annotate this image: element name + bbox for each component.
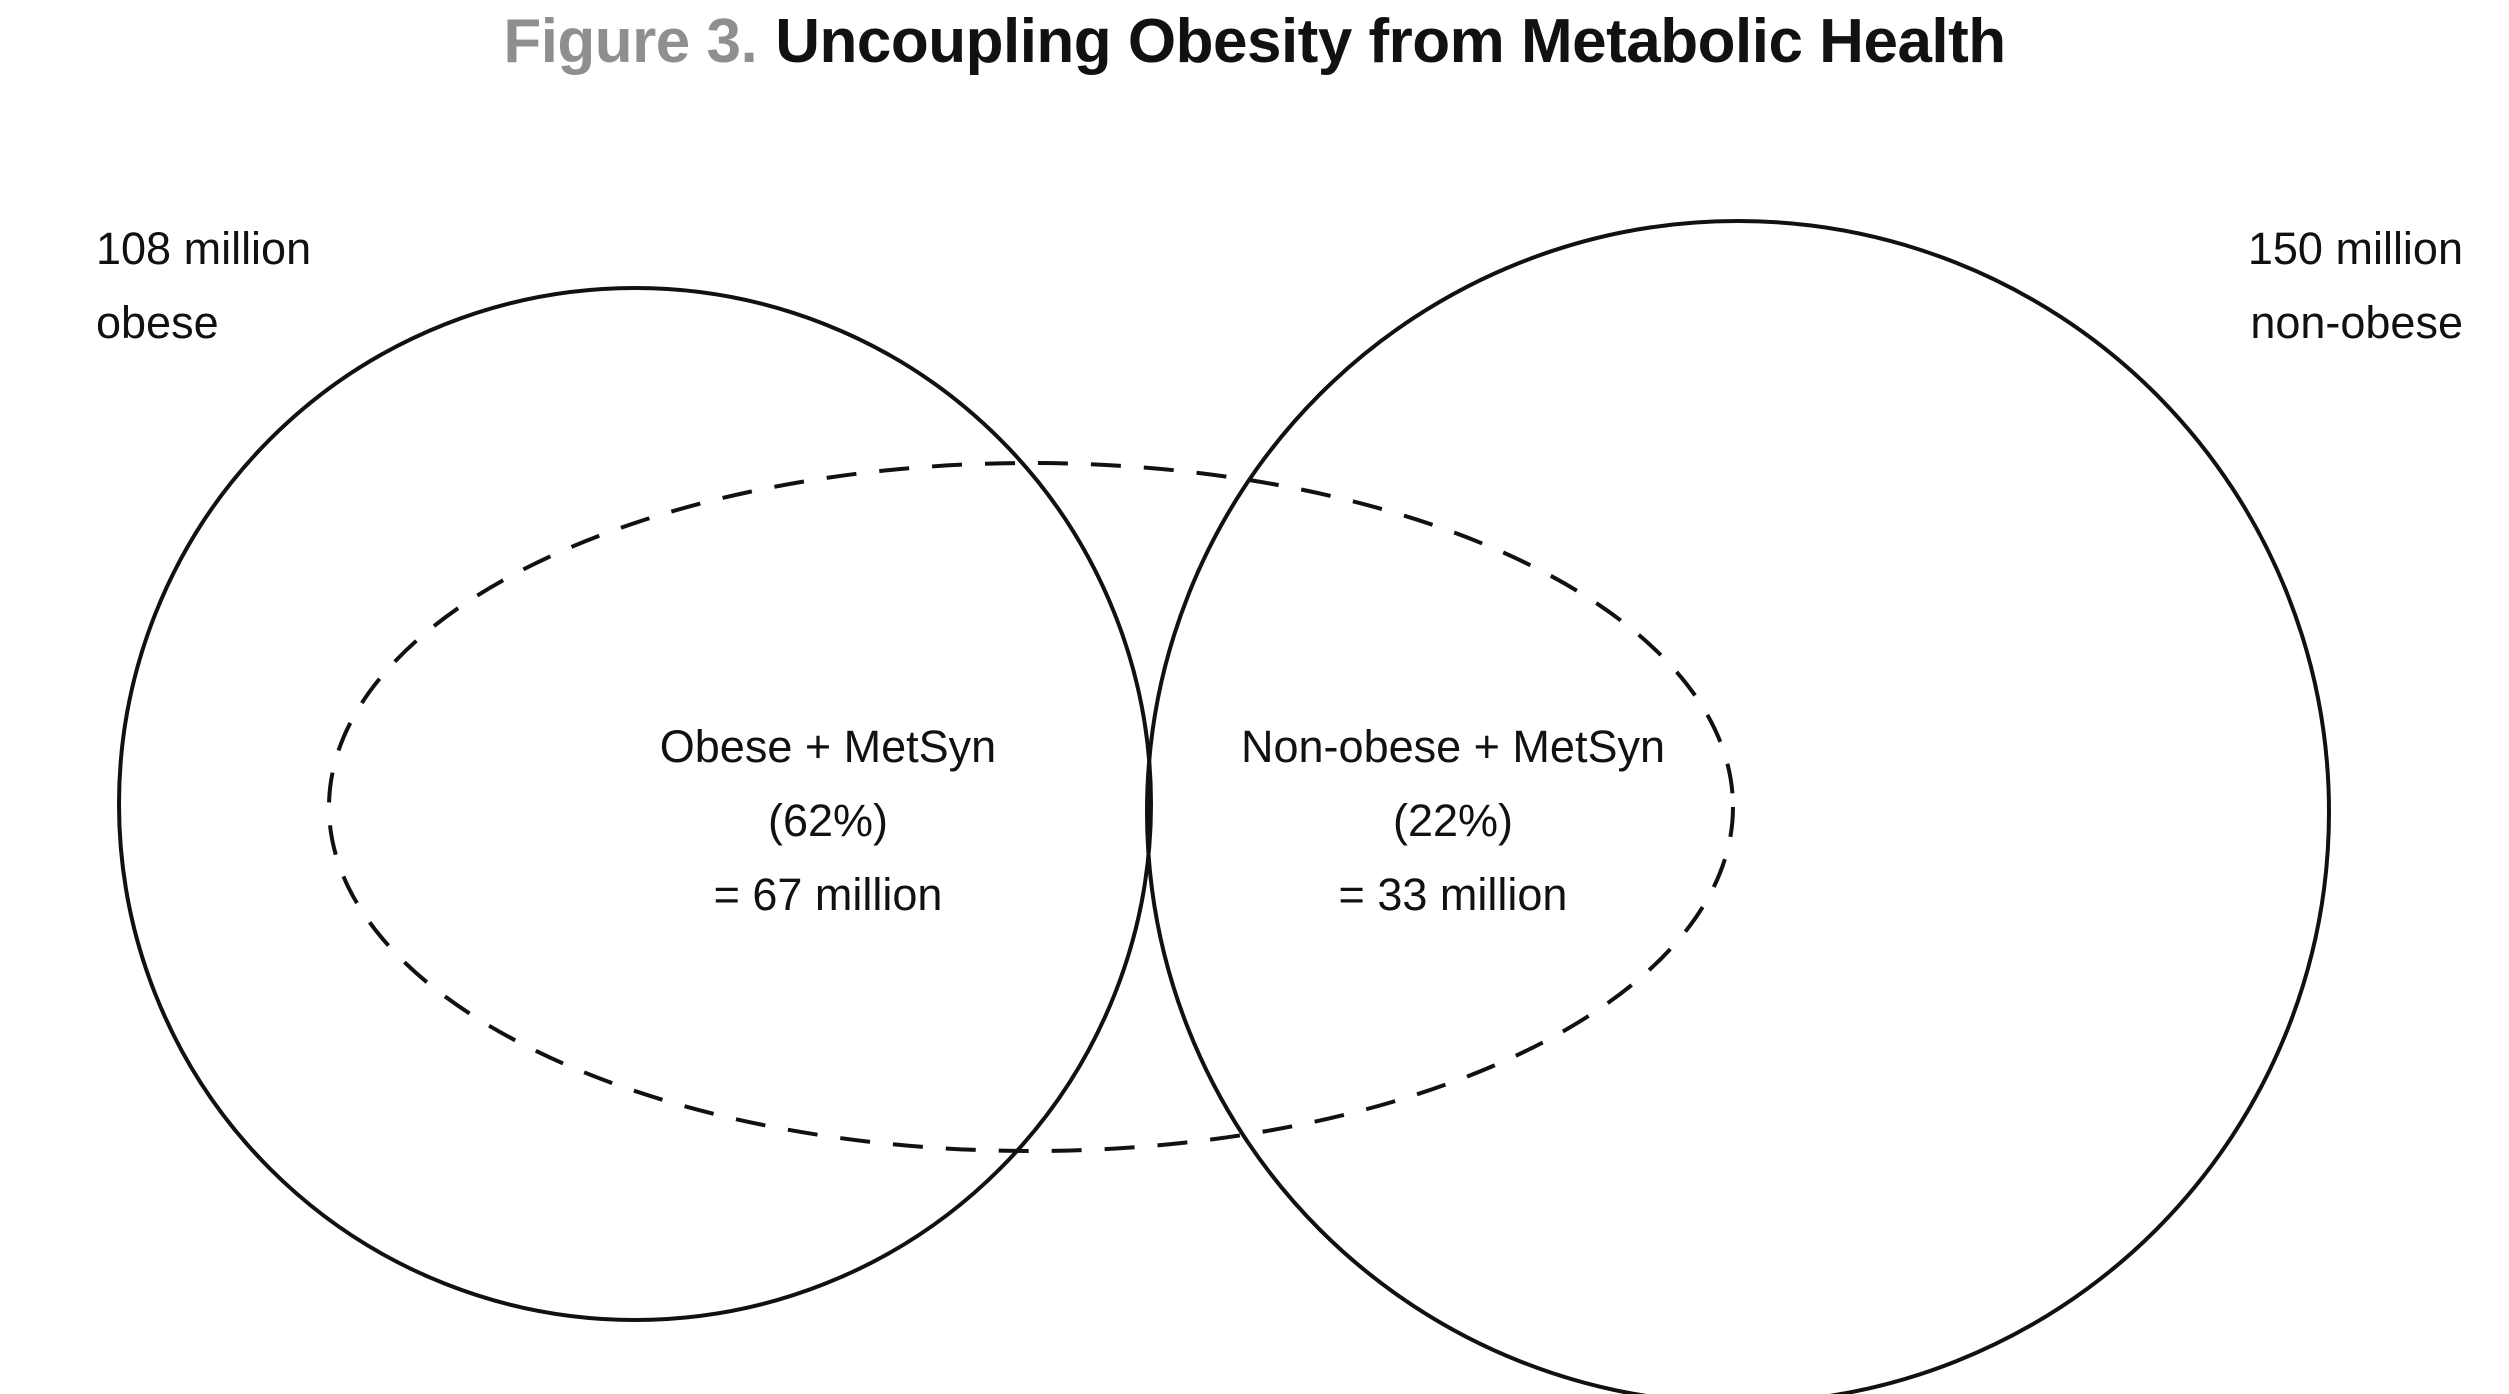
obese-metsyn-region: Obese + MetSyn (62%) = 67 million — [660, 710, 996, 932]
non-obese-caption-label: non-obese — [2250, 297, 2463, 348]
non-obese-metsyn-group: Non-obese + MetSyn — [1241, 721, 1665, 772]
obese-caption-label: obese — [96, 297, 219, 348]
non-obese-circle — [1145, 219, 2331, 1394]
non-obese-circle-caption: 150 million non-obese — [2248, 212, 2463, 360]
non-obese-metsyn-percent: (22%) — [1392, 795, 1514, 846]
obese-caption-count: 108 million — [96, 223, 312, 274]
non-obese-metsyn-region: Non-obese + MetSyn (22%) = 33 million — [1241, 710, 1665, 932]
obese-metsyn-count: = 67 million — [713, 869, 943, 920]
metsyn-dashed-ellipse — [327, 461, 1735, 1153]
figure-title: Figure 3. Uncoupling Obesity from Metabol… — [0, 6, 2509, 77]
non-obese-caption-count: 150 million — [2247, 223, 2463, 274]
obese-metsyn-group: Obese + MetSyn — [659, 721, 997, 772]
figure-label: Figure 3. — [503, 7, 758, 76]
non-obese-metsyn-count: = 33 million — [1338, 869, 1568, 920]
obese-metsyn-percent: (62%) — [767, 795, 889, 846]
figure-title-text: Uncoupling Obesity from Metabolic Health — [775, 7, 2006, 76]
obese-circle — [117, 286, 1153, 1322]
obese-circle-caption: 108 million obese — [96, 212, 311, 360]
